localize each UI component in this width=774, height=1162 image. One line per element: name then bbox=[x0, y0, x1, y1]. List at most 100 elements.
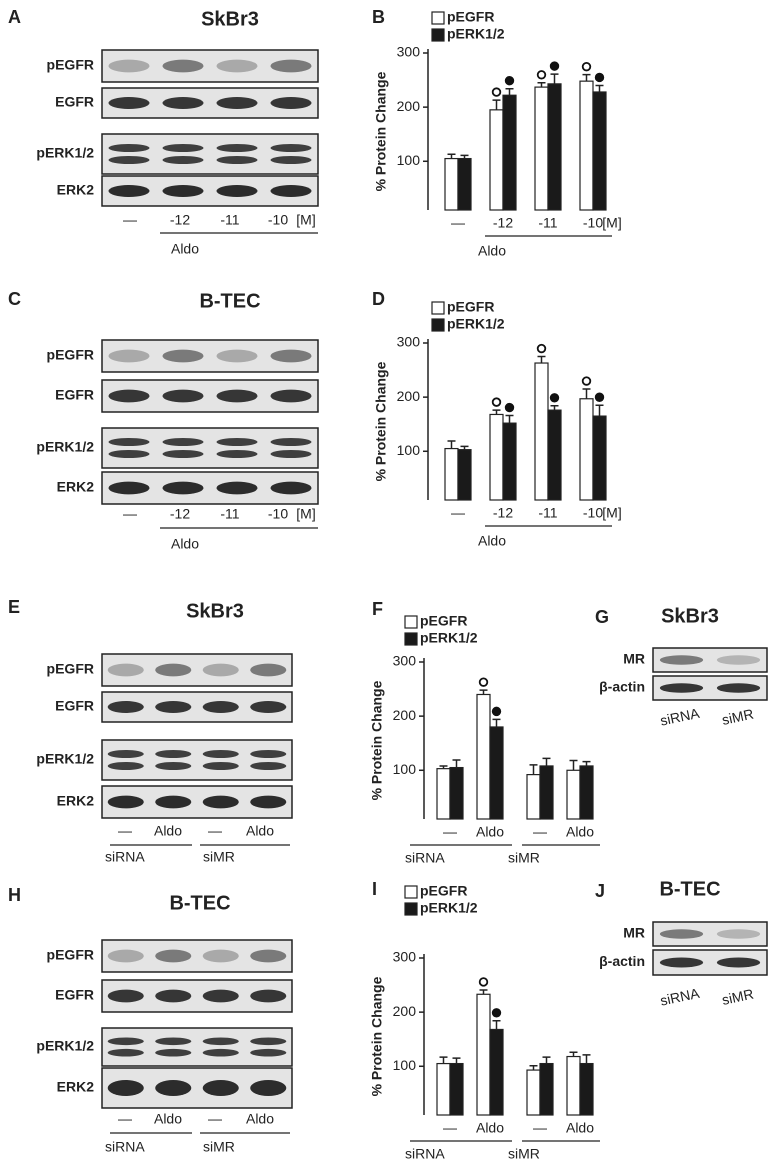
error-bar bbox=[479, 989, 488, 995]
unit-label: [M] bbox=[602, 215, 621, 231]
bar bbox=[457, 449, 472, 501]
protein-band bbox=[202, 989, 239, 1003]
x-tick-label: — bbox=[443, 824, 457, 840]
bar bbox=[449, 1062, 464, 1116]
bar bbox=[444, 157, 459, 211]
row-label: pEGFR bbox=[47, 347, 94, 363]
lane-label: -12 bbox=[170, 212, 190, 228]
protein-band bbox=[108, 438, 150, 446]
panel-label: E bbox=[8, 597, 20, 617]
blot-strip bbox=[101, 739, 293, 781]
protein-band bbox=[270, 185, 312, 197]
legend-label: pERK1/2 bbox=[447, 26, 505, 42]
legend-label: pERK1/2 bbox=[420, 630, 478, 646]
bar bbox=[476, 993, 491, 1116]
protein-band bbox=[162, 185, 204, 197]
protein-band bbox=[155, 1048, 192, 1057]
protein-band bbox=[216, 389, 258, 403]
y-tick-label: 100 bbox=[393, 1057, 417, 1073]
x-tick-label: — bbox=[443, 1120, 457, 1136]
y-tick-label: 100 bbox=[393, 761, 417, 777]
group-label: siMR bbox=[203, 1139, 235, 1155]
treatment-label: Aldo bbox=[171, 241, 199, 257]
error-bar bbox=[439, 1056, 448, 1064]
protein-band bbox=[155, 1037, 192, 1046]
lane-label: Aldo bbox=[154, 823, 182, 839]
legend-swatch bbox=[431, 28, 445, 42]
error-bar bbox=[447, 153, 456, 159]
significance-marker bbox=[504, 402, 515, 413]
y-tick-label: 300 bbox=[393, 653, 417, 669]
legend-swatch bbox=[404, 885, 418, 899]
protein-band bbox=[250, 949, 287, 963]
x-tick-label: Aldo bbox=[566, 1120, 594, 1136]
row-label: pERK1/2 bbox=[36, 751, 94, 767]
protein-band bbox=[108, 185, 150, 197]
protein-band bbox=[202, 701, 239, 713]
bar bbox=[579, 1062, 594, 1116]
protein-band bbox=[108, 450, 150, 458]
error-bar bbox=[460, 154, 469, 159]
bar bbox=[489, 1028, 504, 1116]
bar bbox=[489, 109, 504, 211]
protein-band bbox=[202, 762, 239, 770]
row-label: pERK1/2 bbox=[36, 439, 94, 455]
x-tick-label: Aldo bbox=[566, 824, 594, 840]
protein-band bbox=[155, 701, 192, 713]
error-bar bbox=[569, 1051, 578, 1057]
bar bbox=[526, 1069, 541, 1116]
lane-label: Aldo bbox=[246, 823, 274, 839]
protein-band bbox=[270, 59, 312, 73]
protein-band bbox=[107, 750, 144, 758]
x-tick-label: -12 bbox=[493, 505, 513, 521]
panel-title: SkBr3 bbox=[661, 605, 719, 627]
error-bar bbox=[542, 1056, 551, 1064]
treatment-label: Aldo bbox=[171, 536, 199, 552]
lane-label: — bbox=[118, 823, 132, 839]
protein-band bbox=[155, 1080, 192, 1096]
protein-band bbox=[270, 144, 312, 152]
row-label: pEGFR bbox=[47, 57, 94, 73]
significance-marker bbox=[536, 70, 547, 80]
protein-band bbox=[216, 481, 258, 495]
significance-marker bbox=[549, 61, 560, 71]
treatment-label: Aldo bbox=[478, 533, 506, 549]
error-bar bbox=[452, 1057, 461, 1064]
row-label: ERK2 bbox=[57, 793, 95, 809]
error-bar bbox=[582, 73, 591, 82]
significance-marker bbox=[491, 706, 502, 717]
protein-band bbox=[216, 349, 258, 363]
legend-swatch bbox=[404, 615, 418, 629]
lane-label: — bbox=[123, 212, 137, 228]
protein-band bbox=[107, 949, 144, 963]
protein-band bbox=[270, 349, 312, 363]
protein-band bbox=[155, 663, 192, 677]
bar bbox=[444, 447, 459, 501]
significance-marker bbox=[581, 61, 592, 72]
bar bbox=[547, 409, 562, 501]
protein-band bbox=[108, 389, 150, 403]
y-tick-label: 100 bbox=[397, 152, 421, 168]
protein-band bbox=[659, 655, 704, 665]
bar bbox=[502, 94, 517, 211]
row-label: EGFR bbox=[55, 94, 94, 110]
protein-band bbox=[155, 989, 192, 1003]
unit-label: [M] bbox=[296, 212, 315, 228]
legend-swatch bbox=[431, 11, 445, 25]
panel-label: J bbox=[595, 881, 605, 901]
error-bar bbox=[582, 1054, 591, 1064]
blot-strip bbox=[101, 1027, 293, 1067]
lane-label: siRNA bbox=[659, 705, 702, 729]
protein-band bbox=[202, 750, 239, 758]
error-bar bbox=[595, 404, 604, 417]
protein-band bbox=[202, 1080, 239, 1096]
protein-band bbox=[162, 389, 204, 403]
bar bbox=[489, 413, 504, 501]
lane-label: — bbox=[123, 506, 137, 522]
legend-label: pEGFR bbox=[420, 613, 467, 629]
y-tick-label: 200 bbox=[397, 98, 421, 114]
protein-band bbox=[162, 156, 204, 164]
y-tick-label: 300 bbox=[397, 334, 421, 350]
protein-band bbox=[108, 144, 150, 152]
error-bar bbox=[537, 82, 546, 88]
